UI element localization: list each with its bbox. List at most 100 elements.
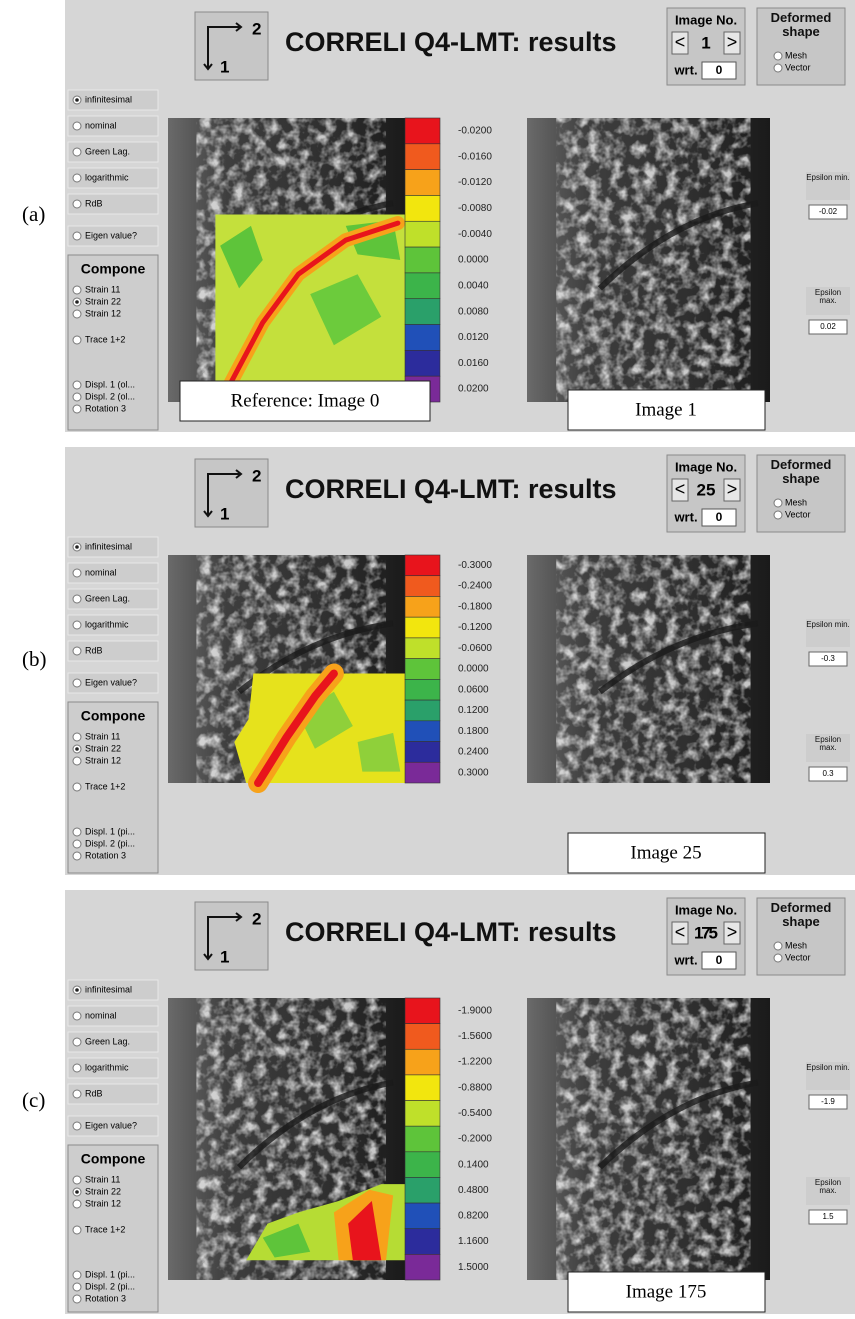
radio-button[interactable] bbox=[72, 678, 82, 688]
radio-button[interactable] bbox=[72, 782, 82, 792]
measure-button[interactable] bbox=[67, 141, 159, 163]
radio-dot bbox=[75, 988, 79, 992]
measure-button[interactable] bbox=[67, 640, 159, 662]
radio-button[interactable] bbox=[72, 839, 82, 849]
measure-button[interactable] bbox=[67, 536, 159, 558]
measure-label: nominal bbox=[85, 1010, 117, 1020]
radio-button[interactable] bbox=[72, 1175, 82, 1185]
measure-button[interactable] bbox=[67, 588, 159, 610]
colorbar-label: 0.1200 bbox=[458, 705, 489, 716]
prev-button[interactable] bbox=[671, 478, 689, 502]
radio-button[interactable] bbox=[72, 1121, 82, 1131]
colorbar-cell bbox=[404, 350, 441, 377]
radio-button[interactable] bbox=[72, 732, 82, 742]
prev-button[interactable] bbox=[671, 921, 689, 945]
radio-button[interactable] bbox=[72, 231, 82, 241]
epsilon-label-box: Epsilon max. bbox=[815, 289, 841, 305]
epsilon-input[interactable] bbox=[808, 204, 848, 220]
measure-button[interactable] bbox=[67, 167, 159, 189]
measure-button[interactable] bbox=[67, 1115, 159, 1137]
radio-button[interactable] bbox=[72, 1294, 82, 1304]
image-caption-box bbox=[567, 389, 766, 431]
radio-button[interactable] bbox=[72, 173, 82, 183]
radio-button[interactable] bbox=[72, 568, 82, 578]
next-button[interactable] bbox=[723, 921, 741, 945]
wrt-input[interactable] bbox=[701, 61, 737, 80]
radio-button[interactable] bbox=[72, 756, 82, 766]
colorbar-cell bbox=[404, 637, 441, 659]
radio-button[interactable] bbox=[72, 147, 82, 157]
colorbar-cell bbox=[404, 679, 441, 701]
radio-button[interactable] bbox=[72, 285, 82, 295]
measure-label: infinitesimal bbox=[85, 984, 132, 994]
next-button[interactable] bbox=[723, 478, 741, 502]
measure-button[interactable] bbox=[67, 1031, 159, 1053]
component-option: Strain 11 bbox=[85, 284, 120, 294]
radio-button[interactable] bbox=[72, 620, 82, 630]
wrt-input[interactable] bbox=[701, 508, 737, 527]
measure-button[interactable] bbox=[67, 562, 159, 584]
axis-arrows bbox=[203, 22, 243, 71]
radio-button[interactable] bbox=[72, 1225, 82, 1235]
colorbar-cell bbox=[404, 1100, 441, 1127]
radio-button[interactable] bbox=[72, 392, 82, 402]
radio-button[interactable] bbox=[72, 646, 82, 656]
component-box bbox=[67, 254, 159, 431]
radio-button[interactable] bbox=[72, 199, 82, 209]
epsilon-input[interactable] bbox=[808, 1209, 848, 1225]
epsilon-input[interactable] bbox=[808, 1094, 848, 1110]
radio-button[interactable] bbox=[72, 335, 82, 345]
colorbar-label: -0.0080 bbox=[458, 203, 492, 214]
colorbar-cell bbox=[404, 1125, 441, 1153]
colorbar-cell bbox=[404, 298, 441, 325]
prev-button[interactable] bbox=[671, 31, 689, 55]
radio-button[interactable] bbox=[72, 1270, 82, 1280]
radio-button[interactable] bbox=[773, 510, 783, 520]
measure-button[interactable] bbox=[67, 1083, 159, 1105]
epsilon-input[interactable] bbox=[808, 651, 848, 667]
radio-button[interactable] bbox=[72, 1011, 82, 1021]
measure-button[interactable] bbox=[67, 115, 159, 137]
wrt-input[interactable] bbox=[701, 951, 737, 970]
measure-button[interactable] bbox=[67, 979, 159, 1001]
radio-button[interactable] bbox=[72, 380, 82, 390]
colorbar-cell bbox=[404, 272, 441, 300]
prev-label: < bbox=[675, 32, 686, 52]
radio-button[interactable] bbox=[72, 1037, 82, 1047]
measure-button[interactable] bbox=[67, 89, 159, 111]
wrt-label: wrt. bbox=[673, 62, 697, 77]
radio-button[interactable] bbox=[72, 1063, 82, 1073]
radio-button[interactable] bbox=[72, 1089, 82, 1099]
radio-button[interactable] bbox=[72, 594, 82, 604]
radio-button[interactable] bbox=[773, 953, 783, 963]
component-option: Displ. 2 (pi... bbox=[85, 1281, 135, 1291]
next-button[interactable] bbox=[723, 31, 741, 55]
colorbar-label: -0.0200 bbox=[458, 126, 492, 137]
measure-button[interactable] bbox=[67, 1005, 159, 1027]
colorbar-label: 0.3000 bbox=[458, 767, 489, 778]
measure-button[interactable] bbox=[67, 614, 159, 636]
radio-button[interactable] bbox=[773, 63, 783, 73]
measure-button[interactable] bbox=[67, 225, 159, 247]
epsilon-label: Epsilon min. bbox=[806, 174, 850, 182]
radio-button[interactable] bbox=[72, 1282, 82, 1292]
radio-dot bbox=[75, 1190, 79, 1194]
measure-button[interactable] bbox=[67, 1057, 159, 1079]
radio-button[interactable] bbox=[773, 498, 783, 508]
radio-button[interactable] bbox=[72, 827, 82, 837]
image-no-label: Image No. bbox=[675, 459, 737, 474]
radio-button[interactable] bbox=[72, 1199, 82, 1209]
radio-button[interactable] bbox=[72, 121, 82, 131]
measure-button[interactable] bbox=[67, 193, 159, 215]
radio-button[interactable] bbox=[72, 309, 82, 319]
epsilon-input[interactable] bbox=[808, 766, 848, 782]
measure-button[interactable] bbox=[67, 672, 159, 694]
radio-button[interactable] bbox=[773, 941, 783, 951]
radio-button[interactable] bbox=[72, 404, 82, 414]
epsilon-input[interactable] bbox=[808, 319, 848, 335]
radio-button[interactable] bbox=[72, 851, 82, 861]
colorbar-cell bbox=[404, 1048, 441, 1076]
radio-button[interactable] bbox=[773, 51, 783, 61]
